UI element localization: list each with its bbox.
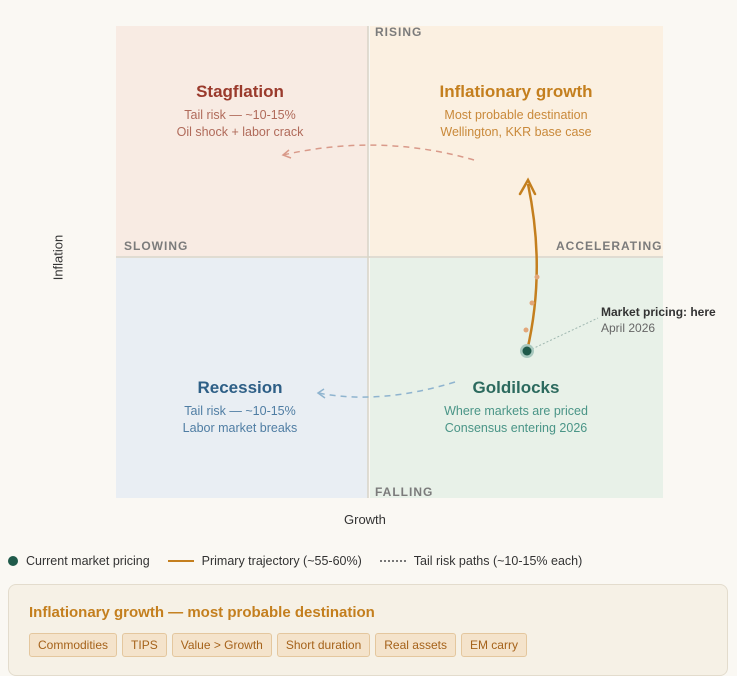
recession-line-1: Tail risk — ~10-15% — [184, 404, 296, 418]
recession-title: Recession — [197, 378, 283, 397]
y-axis-title: Inflation — [50, 234, 66, 281]
legend-item-tail: Tail risk paths (~10-15% each) — [379, 554, 583, 568]
annotation-leader-line — [531, 317, 599, 350]
tag-item: Commodities — [29, 633, 118, 657]
legend-tail-label: Tail risk paths (~10-15% each) — [413, 554, 583, 568]
market-pricing-annotation: Market pricing: here April 2026 — [601, 304, 716, 336]
x-axis-title: Growth — [344, 512, 386, 527]
trajectory-dot — [534, 274, 540, 280]
tail-arrowhead-stagflation — [281, 149, 292, 159]
primary-trajectory — [525, 183, 538, 352]
goldilocks-subtitle: Where markets are priced Consensus enter… — [416, 403, 616, 437]
tag-list: Commodities TIPS Value > Growth Short du… — [29, 633, 532, 657]
destination-card: Inflationary growth — most probable dest… — [8, 584, 728, 676]
tail-path-stagflation — [282, 144, 475, 161]
legend-solid-line-icon — [167, 560, 194, 562]
trajectory-dot — [529, 300, 535, 306]
tag-item: TIPS — [122, 633, 167, 657]
stagflation-line-1: Tail risk — ~10-15% — [184, 108, 296, 122]
trajectory-dot — [523, 327, 529, 333]
goldilocks-line-1: Where markets are priced — [444, 404, 588, 418]
legend-dot-icon — [8, 556, 18, 566]
quadrant-recession — [116, 258, 368, 498]
tag-item: EM carry — [460, 633, 527, 657]
inflationary-growth-subtitle: Most probable destination Wellington, KK… — [416, 107, 616, 141]
inflationary-growth-line-2: Wellington, KKR base case — [440, 125, 592, 139]
quadrant-inflationary-growth — [370, 26, 663, 256]
legend-dotted-line-icon — [379, 560, 406, 562]
recession-subtitle: Tail risk — ~10-15% Labor market breaks — [140, 403, 340, 437]
stagflation-title: Stagflation — [196, 82, 284, 101]
primary-arrowhead — [518, 177, 537, 196]
legend: Current market pricing Primary trajector… — [8, 554, 600, 568]
goldilocks-title: Goldilocks — [472, 378, 560, 397]
inflationary-growth-line-1: Most probable destination — [444, 108, 588, 122]
stagflation-subtitle: Tail risk — ~10-15% Oil shock + labor cr… — [140, 107, 340, 141]
recession-line-2: Labor market breaks — [182, 421, 298, 435]
tag-item: Short duration — [276, 633, 371, 657]
annotation-line-1: Market pricing: here — [601, 305, 716, 319]
goldilocks-line-2: Consensus entering 2026 — [444, 421, 588, 435]
stagflation-line-2: Oil shock + labor crack — [176, 125, 304, 139]
legend-item-primary: Primary trajectory (~55-60%) — [167, 554, 362, 568]
tag-item: Real assets — [375, 633, 456, 657]
tail-path-recession — [317, 381, 456, 398]
axis-label-rising: RISING — [375, 25, 423, 39]
quadrant-goldilocks — [370, 258, 663, 498]
legend-current-label: Current market pricing — [26, 554, 150, 568]
tag-item: Value > Growth — [171, 633, 272, 657]
axis-label-accelerating: ACCELERATING — [556, 239, 663, 253]
quadrant-stagflation — [116, 26, 368, 256]
card-title: Inflationary growth — most probable dest… — [29, 604, 375, 621]
annotation-line-2: April 2026 — [601, 321, 656, 335]
axis-label-falling: FALLING — [375, 485, 434, 499]
current-pricing-marker — [522, 346, 532, 356]
tail-arrowhead-recession — [316, 388, 326, 399]
legend-primary-label: Primary trajectory (~55-60%) — [201, 554, 362, 568]
axis-label-slowing: SLOWING — [124, 239, 189, 253]
inflationary-growth-title: Inflationary growth — [439, 82, 593, 101]
legend-item-current: Current market pricing — [8, 554, 150, 568]
